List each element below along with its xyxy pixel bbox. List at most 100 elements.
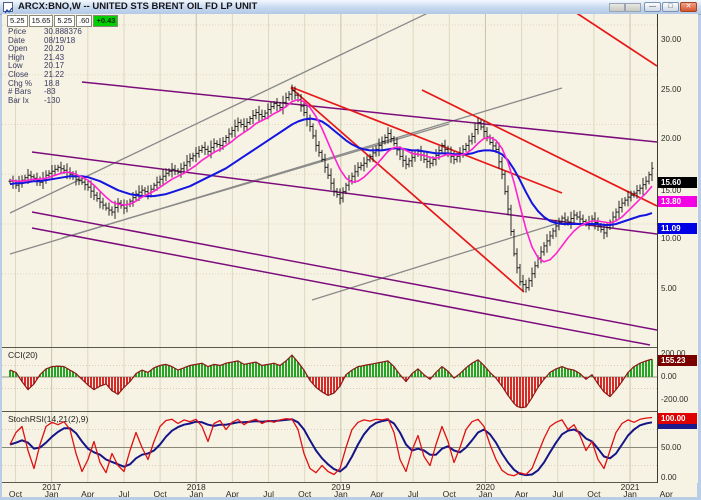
date-tick-2017-jan: Jan [44, 489, 59, 499]
window-frame [0, 497, 701, 500]
info-value: 21.22 [44, 69, 65, 79]
date-tick-oct: Oct [587, 489, 601, 499]
info-label: Date [8, 35, 25, 45]
info-label: Price [8, 27, 27, 36]
date-tick-2019-jan: Jan [333, 489, 348, 499]
trendlines [9, 14, 657, 346]
cci-histogram [9, 355, 653, 408]
info-row-price: Price 30.888376 [8, 27, 82, 37]
date-axis: Oct Jan 2017 Apr Jul Oct Jan 2018 Apr Jul Oct Jan 20… [2, 482, 697, 499]
price-axis-label: 10.00 [661, 234, 682, 243]
cci-value-badge: 155.23 [658, 355, 697, 366]
panel-separator [2, 411, 697, 412]
price-axis-strip: 30.00 25.00 20.00 15.00 10.00 5.00 15.60 13.80 1… [657, 14, 698, 483]
info-label: Bar Ix [8, 95, 29, 105]
cci-panel-label: CCI(20) [8, 350, 38, 360]
cci-axis-label: 200.00 [661, 349, 686, 358]
info-row-date: Date 08/19/18 [8, 35, 82, 46]
quote-cell-0: 5.25 [7, 15, 28, 27]
info-label: Low [8, 61, 23, 71]
date-tick-oct: Oct [442, 489, 456, 499]
info-value: 20.17 [44, 61, 65, 71]
price-grid [2, 14, 657, 348]
panel-separator [2, 482, 697, 483]
cci-outline [9, 354, 653, 409]
moving-averages [9, 98, 653, 263]
info-value: 18.8 [44, 78, 60, 88]
stoch-grid [2, 412, 657, 482]
stochrsi-slow-badge [658, 424, 697, 429]
year-label-2021: 2021 [620, 482, 640, 492]
stochrsi-panel-label: StochRSI(14,21(2),9) [8, 414, 89, 424]
info-label: High [8, 52, 25, 62]
info-row-high: High 21.43 [8, 52, 82, 63]
info-row-barix: Bar Ix -130 [8, 95, 82, 106]
info-row-close: Close 21.22 [8, 69, 82, 80]
date-tick-2020-jan: Jan [478, 489, 493, 499]
stochrsi-indicator-chart[interactable] [2, 412, 657, 482]
info-row-open: Open 20.20 [8, 44, 82, 54]
date-tick-jul: Jul [407, 489, 419, 499]
info-value: 08/19/18 [44, 35, 76, 45]
date-tick-apr: Apr [514, 489, 529, 499]
window-title: ARCX:BNO,W -- UNITED STS BRENT OIL FD LP… [18, 1, 258, 12]
window-chart-icon [3, 2, 13, 14]
title-bar[interactable]: ARCX:BNO,W -- UNITED STS BRENT OIL FD LP… [0, 0, 701, 15]
price-badge-11.09: 11.09 [658, 223, 697, 234]
main-price-chart[interactable] [2, 14, 657, 348]
info-value: 30.888376 [44, 27, 82, 36]
info-label: # Bars [8, 87, 32, 97]
info-row-chg: Chg % 18.8 [8, 78, 82, 89]
info-label: Open [8, 44, 28, 54]
quote-cell-1: 15.65 [28, 15, 54, 27]
year-label-2018: 2018 [186, 482, 206, 492]
stochrsi-fast-badge: 100.00 [658, 413, 697, 424]
cci-axis-label: 0.00 [661, 372, 677, 381]
quote-cell-2: 5.25 [54, 15, 75, 27]
info-value: -130 [44, 95, 61, 105]
quote-info-panel: Price 30.888376 Date 08/19/18 Open 20.20 High 2… [8, 27, 82, 106]
year-label-2017: 2017 [42, 482, 62, 492]
toolbar-button-1[interactable] [609, 3, 625, 12]
maximize-button[interactable]: □ [662, 2, 679, 12]
cci-axis-label: -200.00 [661, 395, 689, 404]
date-tick-jul: Jul [118, 489, 130, 499]
price-axis-label: 30.00 [661, 35, 682, 44]
date-tick-2018-jan: Jan [189, 489, 204, 499]
chart-client-area: 30.00 25.00 20.00 15.00 10.00 5.00 15.60 13.80 1… [2, 14, 698, 499]
date-tick-oct: Oct [153, 489, 167, 499]
info-row-bars: # Bars -83 [8, 87, 82, 97]
date-tick-2021-jan: Jan [623, 489, 637, 499]
date-tick-apr: Apr [225, 489, 240, 499]
quote-strip: 5.25 15.65 5.25.60 +0.43 [7, 15, 119, 33]
quote-cell-3: .60 [76, 15, 93, 27]
info-row-low: Low 20.17 [8, 62, 82, 71]
price-badge-13.80: 13.80 [658, 196, 697, 207]
date-tick-oct: Oct [298, 489, 312, 499]
year-label-2020: 2020 [475, 482, 495, 492]
price-badge-15.60: 15.60 [658, 177, 697, 188]
price-bars [8, 84, 654, 293]
date-tick-apr: Apr [659, 489, 673, 499]
price-axis-label: 5.00 [661, 284, 677, 293]
stoch-axis-label: 50.00 [661, 443, 682, 452]
info-value: 20.20 [44, 44, 65, 54]
close-button[interactable]: ✕ [680, 2, 697, 12]
date-tick-jul: Jul [263, 489, 274, 499]
date-tick-oct: Oct [8, 489, 23, 499]
toolbar-button-2[interactable] [625, 3, 641, 12]
date-tick-apr: Apr [81, 489, 95, 499]
date-tick-jul: Jul [552, 489, 564, 499]
year-label-2019: 2019 [331, 482, 351, 492]
info-value: -83 [44, 87, 56, 97]
info-label: Close [8, 69, 29, 79]
minimize-button[interactable]: — [644, 2, 661, 12]
cci-indicator-chart[interactable] [2, 348, 657, 411]
stoch-lines [9, 416, 653, 477]
info-value: 21.43 [44, 52, 65, 62]
stoch-axis-label: 0.00 [661, 473, 677, 482]
info-label: Chg % [8, 78, 33, 88]
panel-separator [2, 347, 697, 348]
price-axis-label: 15.00 [661, 186, 682, 195]
